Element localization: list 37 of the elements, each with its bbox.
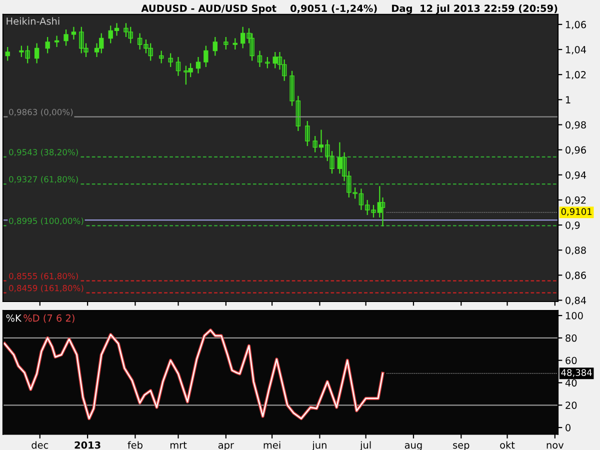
x-tick-label: dec	[32, 441, 48, 449]
annotation: Heikin-Ashi	[6, 17, 60, 25]
y-tick-label: 0,98	[566, 121, 586, 130]
y-tick-label: 0,96	[566, 146, 586, 155]
y-tick-label: 0,88	[566, 246, 586, 255]
x-tick-label: feb	[128, 441, 142, 449]
y-tick-label: 0,92	[566, 196, 586, 205]
x-tick-label: mrt	[170, 442, 187, 449]
ref-line-label: 0,9863 (0,00%)	[9, 108, 73, 116]
y-tick-label: 1	[566, 96, 570, 104]
y-tick-label: 60	[566, 356, 577, 364]
y-tick-label: 20	[566, 402, 577, 409]
y-tick-label: 0	[566, 424, 570, 432]
y-tick-label: 0,86	[566, 272, 586, 280]
ref-line-label: 0,8459 (161,80%)	[9, 284, 84, 292]
y-tick-label: 0,9	[566, 222, 580, 230]
ref-line-label: 0,8555 (61,80%)	[9, 272, 78, 280]
ref-line-label: 0,9327 (61,80%)	[9, 176, 78, 184]
x-tick-label: 2013	[74, 441, 100, 449]
text: %K	[6, 314, 22, 322]
x-tick-label: nov	[546, 443, 564, 449]
x-tick-label: okt	[500, 441, 515, 449]
y-tick-label: 100	[566, 312, 583, 320]
y-tick-label: 1,02	[566, 71, 586, 80]
annotation: 0,9101	[561, 208, 592, 216]
annotation: 48,384	[561, 369, 592, 377]
y-tick-label: 1,04	[566, 46, 586, 54]
x-tick-label: mei	[264, 441, 280, 449]
y-tick-label: 0,84	[566, 296, 586, 306]
chart-title: AUDUSD - AUD/USD Spot 0,9051 (-1,24%) Dag 12 jul 2013 22:59 (20:59)	[141, 4, 558, 14]
y-tick-label: 0,94	[566, 171, 586, 180]
y-tick-label: 1,06	[566, 20, 586, 30]
ref-line-label: 0,8995 (100,00%)	[9, 218, 84, 226]
ref-line-label: 0,9543 (38,20%)	[9, 148, 78, 156]
y-tick-label: 80	[566, 334, 577, 342]
series-label: %D (7 6 2)	[24, 314, 74, 323]
y-tick-label: 40	[565, 379, 577, 387]
